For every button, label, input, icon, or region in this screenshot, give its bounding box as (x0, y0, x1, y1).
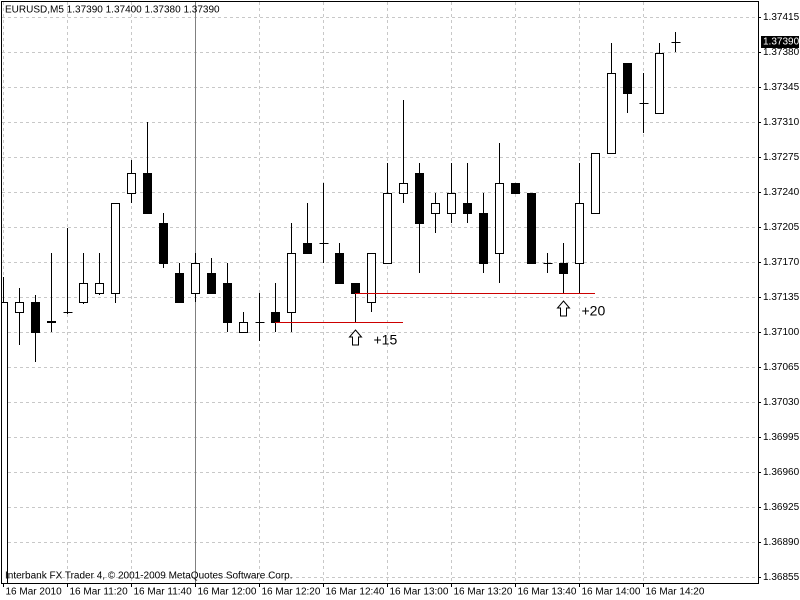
y-tick-label: 1.37380 (763, 47, 800, 58)
y-tick-label: 1.37170 (763, 257, 800, 268)
candle-body (383, 193, 392, 264)
candle-body (623, 63, 632, 94)
y-tick-label: 1.37205 (763, 222, 800, 233)
candle-body (31, 302, 40, 333)
annotation-arrow (348, 329, 363, 346)
candle-body (367, 253, 376, 303)
y-tick-label: 1.36855 (763, 572, 800, 583)
candle-body (655, 53, 664, 114)
candle-body (591, 153, 600, 214)
candle-body (191, 263, 200, 294)
candle-body (79, 283, 88, 303)
x-tick-label: 16 Mar 12:20 (262, 587, 321, 598)
annotation-label: +20 (582, 303, 606, 319)
chart-title: EURUSD,M5 1.37390 1.37400 1.37380 1.3739… (5, 5, 220, 16)
plot-frame (1, 1, 759, 584)
candle-body (607, 73, 616, 154)
candle-body (15, 302, 24, 313)
candle-body (303, 243, 312, 254)
candle-body (127, 173, 136, 194)
x-tick-label: 16 Mar 14:00 (582, 587, 641, 598)
axes: 1.37415 1.37380 1.37345 1.37310 1.37275 1.372… (3, 12, 800, 598)
candle-body (575, 203, 584, 264)
candles (2, 32, 681, 583)
candle-body (415, 173, 424, 224)
y-tick-label: 1.36925 (763, 502, 800, 513)
candle-body (495, 183, 504, 254)
candle-body (143, 173, 152, 214)
candle-body (511, 183, 520, 194)
x-tick-label: 16 Mar 13:20 (454, 587, 513, 598)
candle-body (431, 203, 440, 214)
y-tick-label: 1.37345 (763, 82, 800, 93)
candle-body (287, 253, 296, 313)
candle-body (559, 263, 568, 274)
x-tick-label: 16 Mar 11:20 (70, 587, 129, 598)
y-tick-label: 1.36995 (763, 432, 800, 443)
candle-body (479, 213, 488, 264)
candle-body (351, 283, 360, 294)
candle-body (175, 273, 184, 303)
candle-body (111, 203, 120, 294)
footer: Interbank FX Trader 4, © 2001-2009 MetaQ… (5, 571, 293, 582)
candle-body (239, 322, 248, 333)
annotation-arrow (556, 300, 571, 317)
y-tick-label: 1.37310 (763, 117, 800, 128)
candle-body (223, 283, 232, 323)
y-tick-label: 1.36960 (763, 467, 800, 478)
candle-body (335, 253, 344, 284)
x-tick-label: 16 Mar 13:40 (518, 587, 577, 598)
x-tick-label: 16 Mar 2010 (6, 587, 63, 598)
candle-body (47, 321, 56, 323)
candle-body (271, 312, 280, 323)
y-tick-label: 1.37065 (763, 362, 800, 373)
x-tick-label: 16 Mar 11:40 (134, 587, 193, 598)
last-price-box (761, 36, 799, 48)
candle-body (527, 193, 536, 264)
candle-body (2, 302, 8, 583)
y-tick-label: 1.37240 (763, 187, 800, 198)
candle-body (207, 273, 216, 294)
y-tick-label: 1.37275 (763, 152, 800, 163)
last-price-label: 1.37390 (763, 37, 800, 48)
x-tick-label: 16 Mar 14:20 (646, 587, 705, 598)
candle-body (399, 183, 408, 194)
candle-body (463, 203, 472, 214)
y-tick-label: 1.37415 (763, 12, 800, 23)
x-tick-label: 16 Mar 12:40 (326, 587, 385, 598)
y-tick-label: 1.36890 (763, 537, 800, 548)
x-tick-label: 16 Mar 12:00 (198, 587, 257, 598)
candle-body (159, 223, 168, 264)
candle-body (447, 193, 456, 214)
y-tick-label: 1.37135 (763, 292, 800, 303)
x-tick-label: 16 Mar 13:00 (390, 587, 449, 598)
y-tick-label: 1.37030 (763, 397, 800, 408)
candle-body (95, 283, 104, 294)
annotation-label: +15 (374, 332, 398, 348)
y-tick-label: 1.37100 (763, 327, 800, 338)
